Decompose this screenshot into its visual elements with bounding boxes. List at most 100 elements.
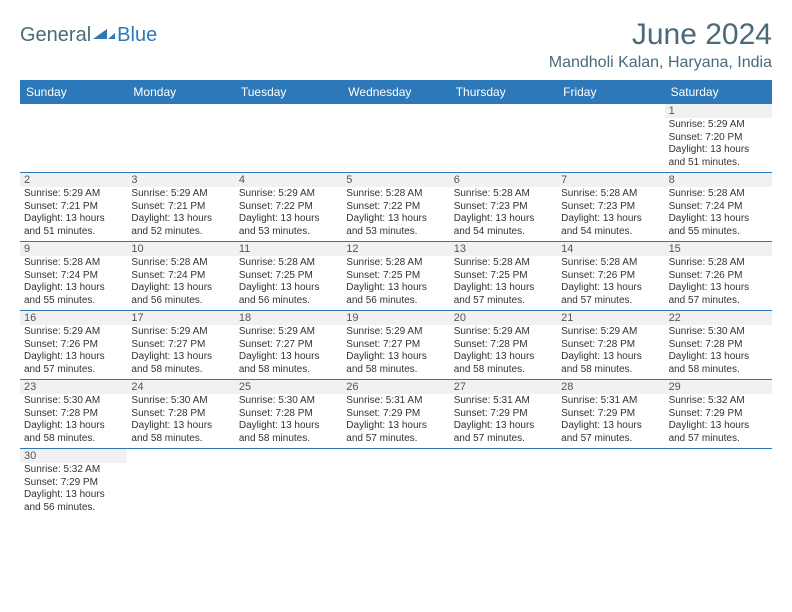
week-row: 30Sunrise: 5:32 AMSunset: 7:29 PMDayligh… (20, 449, 772, 517)
day-cell: 4Sunrise: 5:29 AMSunset: 7:22 PMDaylight… (235, 173, 342, 241)
sunrise-text: Sunrise: 5:31 AM (561, 395, 660, 408)
daylight-text: Daylight: 13 hours and 54 minutes. (454, 213, 553, 238)
header: General Blue June 2024 Mandholi Kalan, H… (20, 18, 772, 72)
day-cell: 20Sunrise: 5:29 AMSunset: 7:28 PMDayligh… (450, 311, 557, 379)
day-header-saturday: Saturday (665, 81, 772, 104)
daylight-text: Daylight: 13 hours and 56 minutes. (131, 282, 230, 307)
daylight-text: Daylight: 13 hours and 58 minutes. (669, 351, 768, 376)
day-cell (557, 104, 664, 172)
day-cell: 2Sunrise: 5:29 AMSunset: 7:21 PMDaylight… (20, 173, 127, 241)
flag-icon (93, 25, 115, 46)
daylight-text: Daylight: 13 hours and 55 minutes. (24, 282, 123, 307)
sunrise-text: Sunrise: 5:30 AM (669, 326, 768, 339)
sunset-text: Sunset: 7:24 PM (24, 270, 123, 283)
day-cell (235, 449, 342, 517)
sunset-text: Sunset: 7:26 PM (669, 270, 768, 283)
daylight-text: Daylight: 13 hours and 57 minutes. (454, 282, 553, 307)
day-cell: 13Sunrise: 5:28 AMSunset: 7:25 PMDayligh… (450, 242, 557, 310)
day-number: 22 (665, 311, 772, 325)
day-cell: 24Sunrise: 5:30 AMSunset: 7:28 PMDayligh… (127, 380, 234, 448)
day-cell: 26Sunrise: 5:31 AMSunset: 7:29 PMDayligh… (342, 380, 449, 448)
day-cell: 15Sunrise: 5:28 AMSunset: 7:26 PMDayligh… (665, 242, 772, 310)
daylight-text: Daylight: 13 hours and 58 minutes. (454, 351, 553, 376)
location: Mandholi Kalan, Haryana, India (549, 54, 772, 72)
title-block: June 2024 Mandholi Kalan, Haryana, India (549, 18, 772, 72)
sunset-text: Sunset: 7:21 PM (24, 201, 123, 214)
week-row: 16Sunrise: 5:29 AMSunset: 7:26 PMDayligh… (20, 311, 772, 380)
sunrise-text: Sunrise: 5:30 AM (131, 395, 230, 408)
sunset-text: Sunset: 7:23 PM (454, 201, 553, 214)
daylight-text: Daylight: 13 hours and 58 minutes. (239, 351, 338, 376)
day-number: 1 (665, 104, 772, 118)
day-cell: 28Sunrise: 5:31 AMSunset: 7:29 PMDayligh… (557, 380, 664, 448)
sunset-text: Sunset: 7:26 PM (561, 270, 660, 283)
day-cell: 27Sunrise: 5:31 AMSunset: 7:29 PMDayligh… (450, 380, 557, 448)
sunset-text: Sunset: 7:27 PM (131, 339, 230, 352)
day-number: 25 (235, 380, 342, 394)
day-cell: 17Sunrise: 5:29 AMSunset: 7:27 PMDayligh… (127, 311, 234, 379)
sunrise-text: Sunrise: 5:28 AM (561, 188, 660, 201)
day-info: Sunrise: 5:29 AMSunset: 7:26 PMDaylight:… (24, 326, 123, 376)
logo-text-general: General (20, 24, 91, 47)
day-header-friday: Friday (557, 81, 664, 104)
daylight-text: Daylight: 13 hours and 57 minutes. (561, 420, 660, 445)
sunset-text: Sunset: 7:27 PM (346, 339, 445, 352)
day-number: 2 (20, 173, 127, 187)
sunset-text: Sunset: 7:28 PM (454, 339, 553, 352)
sunrise-text: Sunrise: 5:28 AM (131, 257, 230, 270)
daylight-text: Daylight: 13 hours and 51 minutes. (24, 213, 123, 238)
day-info: Sunrise: 5:29 AMSunset: 7:28 PMDaylight:… (561, 326, 660, 376)
day-number: 28 (557, 380, 664, 394)
day-info: Sunrise: 5:32 AMSunset: 7:29 PMDaylight:… (669, 395, 768, 445)
day-header-monday: Monday (127, 81, 234, 104)
daylight-text: Daylight: 13 hours and 57 minutes. (24, 351, 123, 376)
sunrise-text: Sunrise: 5:29 AM (24, 326, 123, 339)
day-cell: 11Sunrise: 5:28 AMSunset: 7:25 PMDayligh… (235, 242, 342, 310)
day-info: Sunrise: 5:31 AMSunset: 7:29 PMDaylight:… (346, 395, 445, 445)
day-number: 13 (450, 242, 557, 256)
day-number: 16 (20, 311, 127, 325)
day-info: Sunrise: 5:31 AMSunset: 7:29 PMDaylight:… (561, 395, 660, 445)
sunrise-text: Sunrise: 5:29 AM (561, 326, 660, 339)
daylight-text: Daylight: 13 hours and 55 minutes. (669, 213, 768, 238)
day-info: Sunrise: 5:29 AMSunset: 7:28 PMDaylight:… (454, 326, 553, 376)
daylight-text: Daylight: 13 hours and 57 minutes. (669, 282, 768, 307)
day-info: Sunrise: 5:28 AMSunset: 7:24 PMDaylight:… (131, 257, 230, 307)
weeks-container: 1 Sunrise: 5:29 AM Sunset: 7:20 PM Daylight… (20, 104, 772, 517)
sunrise-text: Sunrise: 5:31 AM (346, 395, 445, 408)
daylight-text: Daylight: 13 hours and 57 minutes. (669, 420, 768, 445)
sunrise-text: Sunrise: 5:29 AM (131, 188, 230, 201)
day-info: Sunrise: 5:28 AMSunset: 7:24 PMDaylight:… (24, 257, 123, 307)
sunset-text: Sunset: 7:20 PM (669, 132, 768, 145)
sunset-text: Sunset: 7:28 PM (561, 339, 660, 352)
day-cell (235, 104, 342, 172)
sunrise-text: Sunrise: 5:31 AM (454, 395, 553, 408)
daylight-text: Daylight: 13 hours and 58 minutes. (561, 351, 660, 376)
sunset-text: Sunset: 7:23 PM (561, 201, 660, 214)
day-header-tuesday: Tuesday (235, 81, 342, 104)
sunset-text: Sunset: 7:28 PM (669, 339, 768, 352)
day-number: 4 (235, 173, 342, 187)
day-number: 17 (127, 311, 234, 325)
daylight-text: Daylight: 13 hours and 57 minutes. (454, 420, 553, 445)
daylight-text: Daylight: 13 hours and 58 minutes. (131, 420, 230, 445)
day-info: Sunrise: 5:32 AMSunset: 7:29 PMDaylight:… (24, 464, 123, 514)
day-number: 29 (665, 380, 772, 394)
day-cell (450, 104, 557, 172)
week-row: 2Sunrise: 5:29 AMSunset: 7:21 PMDaylight… (20, 173, 772, 242)
day-info: Sunrise: 5:29 AMSunset: 7:21 PMDaylight:… (131, 188, 230, 238)
day-cell (127, 449, 234, 517)
day-info: Sunrise: 5:30 AMSunset: 7:28 PMDaylight:… (24, 395, 123, 445)
daylight-text: Daylight: 13 hours and 56 minutes. (239, 282, 338, 307)
day-number: 14 (557, 242, 664, 256)
day-cell (342, 104, 449, 172)
month-title: June 2024 (549, 18, 772, 52)
day-info: Sunrise: 5:28 AMSunset: 7:26 PMDaylight:… (669, 257, 768, 307)
sunrise-text: Sunrise: 5:28 AM (346, 188, 445, 201)
day-info: Sunrise: 5:30 AMSunset: 7:28 PMDaylight:… (239, 395, 338, 445)
sunrise-text: Sunrise: 5:32 AM (24, 464, 123, 477)
sunrise-text: Sunrise: 5:30 AM (239, 395, 338, 408)
day-cell: 29Sunrise: 5:32 AMSunset: 7:29 PMDayligh… (665, 380, 772, 448)
day-cell: 10Sunrise: 5:28 AMSunset: 7:24 PMDayligh… (127, 242, 234, 310)
day-number: 12 (342, 242, 449, 256)
